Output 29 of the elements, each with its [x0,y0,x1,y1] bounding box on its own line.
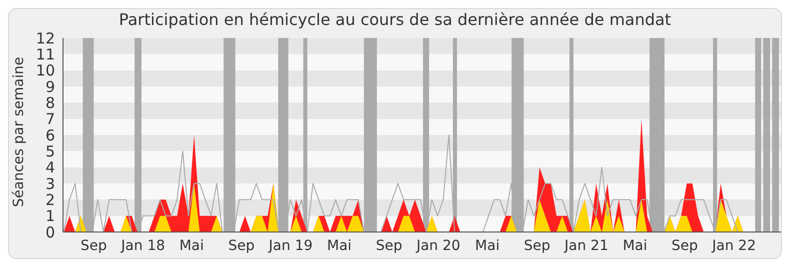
x-tick-label: Sep [80,238,108,254]
y-tick-label: 7 [45,110,55,128]
y-tick-label: 0 [45,223,55,242]
y-tick-label: 1 [45,207,55,226]
y-tick-label: 4 [45,158,55,177]
chart-title: Participation en hémicycle au cours de sa dernière année de mandat [118,10,672,29]
y-tick-label: 8 [45,94,55,112]
x-tick-label: Sep [228,238,255,254]
y-tick-label: 2 [45,190,55,209]
x-tick-label: Mai [326,238,352,254]
x-tick-label: Mai [622,238,648,254]
y-tick-label: 12 [36,29,55,48]
y-tick-label: 9 [45,78,55,96]
x-tick-label: Jan 21 [564,238,608,254]
y-tick-label: 6 [45,126,55,144]
y-tick-label: 11 [36,45,55,64]
x-tick-label: Sep [672,238,698,254]
x-tick-label: Jan 19 [268,238,313,254]
x-tick-label: Jan 20 [415,238,460,254]
x-tick-label: Jan 22 [711,238,756,254]
y-axis-title: Séances par semaine [11,56,27,210]
x-tick-label: Mai [179,238,204,254]
x-tick-label: Jan 18 [120,238,166,254]
x-tick-label: Sep [524,238,550,254]
x-tick-label: Mai [475,238,500,254]
y-tick-label: 3 [45,174,55,193]
x-tick-label: Sep [376,238,402,254]
y-tick-label: 5 [45,142,55,160]
y-tick-label: 10 [36,62,55,80]
